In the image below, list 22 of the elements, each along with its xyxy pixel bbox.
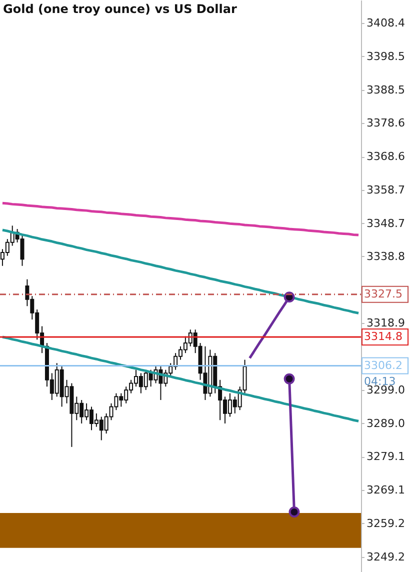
y-tick-label: 3259.2 (366, 516, 405, 530)
ref-line-label: 3314.8 (364, 330, 402, 343)
y-tick-label: 3279.1 (366, 450, 405, 464)
y-tick-label: 3408.4 (366, 16, 405, 30)
chart-title: Gold (one troy ounce) vs US Dollar (3, 2, 237, 16)
y-tick-label: 3358.7 (366, 183, 405, 196)
y-tick-label: 3378.6 (366, 116, 405, 130)
line-series (1, 228, 360, 314)
point (288, 506, 300, 518)
y-tick-label: 3338.8 (366, 250, 405, 263)
y-tick-label: 3388.5 (366, 83, 405, 96)
y-tick-label: 3289.0 (366, 416, 405, 430)
y-tick-label: 3269.1 (366, 484, 405, 497)
ref-line-label: 3327.5 (364, 287, 402, 300)
y-tick-label: 3368.6 (366, 150, 405, 164)
y-tick-label: 3398.5 (366, 50, 405, 63)
ref-line-label: 3306.2 (364, 358, 402, 372)
point (284, 373, 295, 384)
y-tick-label: 3318.9 (366, 316, 405, 330)
y-tick-label: 3249.2 (366, 550, 405, 564)
y-tick-label: 3348.7 (366, 216, 405, 230)
line-series (1, 202, 360, 236)
